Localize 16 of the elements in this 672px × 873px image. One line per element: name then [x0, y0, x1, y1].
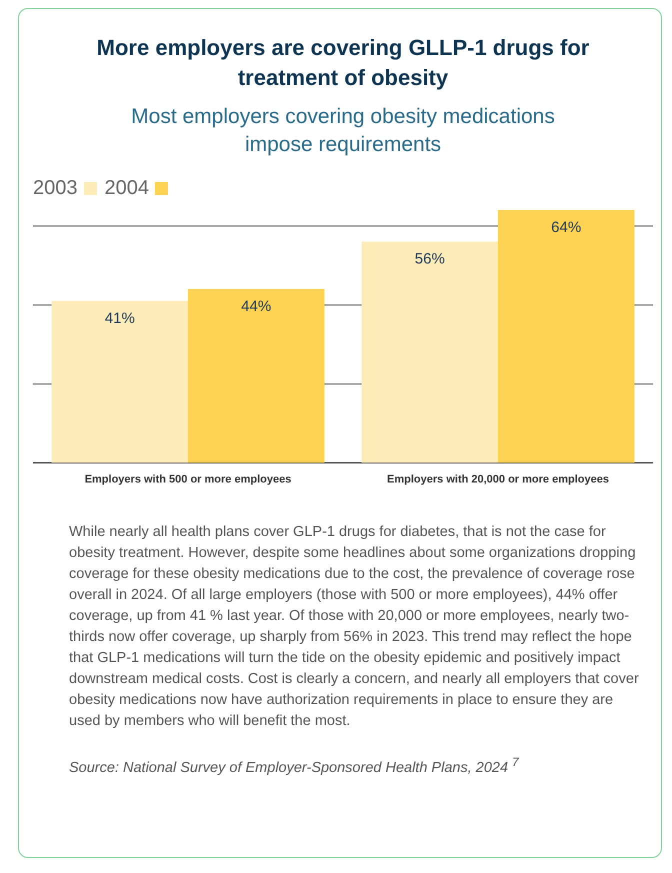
bar: [52, 300, 188, 463]
data-label: 44%: [241, 298, 272, 316]
text: While nearly all health plans cover GLP-1 drugs for diabetes, that is not the case for obesity treatment. However, despite some headlines about some organizations dropping coverage for these obesity medications due to the cost, the prevalence of coverage rose overall in 2024. Of all large employers (those with 500 or more employees), 44% offer coverage, up from 41 % last year. Of those with 20,000 or more employees, nearly two-thirds now offer coverage, up sharply from 56% in 2023. This trend may reflect the hope that GLP-1 medications will turn the tide on the obesity epidemic and positively impact downstream medical costs. Cost is clearly a concern, and nearly all employers that cover obesity medications now have authorization requirements in place to ensure they are used by members who will benefit the most.: [69, 524, 639, 729]
legend-label: 2004: [104, 177, 149, 200]
data-label: 56%: [414, 250, 445, 268]
chart-title: More employers are covering GLLP-1 drugs for treatment of obesity: [96, 34, 590, 92]
x-tick-label: Employers with 20,000 or more employees: [387, 473, 609, 486]
data-label: 41%: [104, 310, 135, 327]
bar: [362, 242, 498, 463]
legend-label: 2003: [33, 177, 78, 200]
bar: [188, 289, 324, 463]
chart-subtitle: Most employers covering obesity medications impose requirements: [130, 104, 556, 158]
source-note: Source: National Survey of Employer-Sponsored Health Plans, 2024 $^{7}$: [69, 754, 520, 778]
bar: [498, 210, 634, 463]
data-label: 64%: [551, 219, 582, 236]
x-tick-label: Employers with 500 or more employees: [84, 473, 292, 486]
